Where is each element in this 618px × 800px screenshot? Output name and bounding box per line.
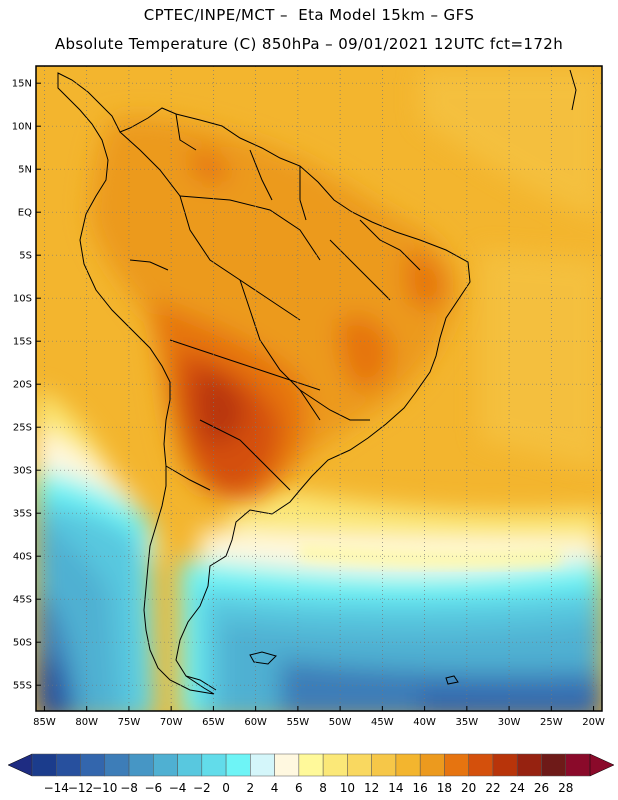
colorbar-label: 28 (558, 781, 573, 795)
lat-tick-label: 50S (13, 638, 32, 649)
lon-tick-label: 25W (540, 717, 563, 728)
lat-tick-label: 35S (13, 509, 32, 520)
colorbar-label: −2 (193, 781, 211, 795)
title-line-2: Absolute Temperature (C) 850hPa – 09/01/… (54, 35, 564, 53)
colorbar-label: 24 (510, 781, 525, 795)
colorbar-swatch (541, 753, 566, 777)
colorbar-swatch (516, 753, 542, 777)
colorbar-label: 14 (388, 781, 403, 795)
colorbar-swatch (298, 753, 324, 777)
lon-tick-label: 70W (160, 717, 183, 728)
colorbar-label: −10 (92, 781, 117, 795)
lon-tick-label: 60W (244, 717, 267, 728)
colorbar-label: −8 (120, 781, 138, 795)
temperature-field (36, 66, 602, 711)
lon-tick-label: 40W (413, 717, 436, 728)
lon-tick-label: 45W (371, 717, 394, 728)
latitude-axis: 15N 10N 5N EQ 5S 10S 15S 20S 25S 30S 35S 40S 45S 50S 5… (12, 79, 41, 692)
lat-tick-label: 5N (18, 165, 32, 176)
colorbar-over-arrow (589, 753, 615, 777)
lon-tick-label: 30W (498, 717, 521, 728)
lat-tick-label: 10N (12, 122, 32, 133)
colorbar-swatch (56, 753, 81, 777)
colorbar-swatch (80, 753, 106, 777)
lat-tick-label: 45S (13, 595, 32, 606)
colorbar-swatch (201, 753, 227, 777)
colorbar-label: 10 (340, 781, 355, 795)
colorbar-label: 8 (319, 781, 327, 795)
colorbar-label: 2 (247, 781, 255, 795)
colorbar-label: 16 (413, 781, 428, 795)
colorbar-label: 12 (364, 781, 379, 795)
lat-tick-label: EQ (18, 208, 32, 219)
colorbar-swatch (492, 753, 518, 777)
colorbar-swatch (250, 753, 275, 777)
colorbar-label: −14 (44, 781, 69, 795)
colorbar-swatch (395, 753, 421, 777)
colorbar-swatch (153, 753, 178, 777)
colorbar-swatch (104, 753, 130, 777)
colorbar-swatch (468, 753, 494, 777)
colorbar-label: −6 (144, 781, 162, 795)
colorbar-swatch (31, 753, 57, 777)
map-frame (35, 65, 603, 712)
colorbar-label: −12 (68, 781, 93, 795)
lon-tick-label: 65W (202, 717, 225, 728)
colorbar-label: 20 (461, 781, 476, 795)
colorbar-swatch (565, 753, 591, 777)
colorbar-swatch (225, 753, 251, 777)
colorbar-swatch (322, 753, 348, 777)
colorbar-swatch (347, 753, 372, 777)
lat-tick-label: 5S (19, 251, 32, 262)
lat-tick-label: 10S (13, 294, 32, 305)
colorbar-label: 18 (437, 781, 452, 795)
lat-tick-label: 25S (13, 423, 32, 434)
colorbar-swatch (371, 753, 397, 777)
colorbar-label: 26 (534, 781, 549, 795)
colorbar: −14−12−10 −8 −6 −4 −2 0 2 4 6 8 10 12 14 16 18 20 22 24 26… (7, 753, 615, 795)
lat-tick-label: 40S (13, 552, 32, 563)
colorbar-swatch (444, 753, 469, 777)
colorbar-swatch (274, 753, 300, 777)
colorbar-label: 4 (271, 781, 279, 795)
colorbar-swatch (177, 753, 203, 777)
longitude-axis: 85W 80W 75W 70W 65W 60W 55W 50W 45W 40W 35W 30W 25W 2… (33, 706, 605, 728)
lat-tick-label: 30S (13, 466, 32, 477)
colorbar-label: 6 (295, 781, 303, 795)
colorbar-swatch (419, 753, 445, 777)
lon-tick-label: 20W (582, 717, 605, 728)
lon-tick-label: 80W (75, 717, 98, 728)
colorbar-label: 22 (485, 781, 500, 795)
lon-tick-label: 55W (287, 717, 310, 728)
colorbar-label: −4 (169, 781, 187, 795)
lat-tick-label: 55S (13, 681, 32, 692)
lon-tick-label: 35W (456, 717, 479, 728)
lat-tick-label: 15N (12, 79, 32, 90)
lat-tick-label: 20S (13, 380, 32, 391)
lon-tick-label: 85W (33, 717, 56, 728)
colorbar-swatch (128, 753, 154, 777)
colorbar-label: 0 (222, 781, 230, 795)
lat-tick-label: 15S (13, 337, 32, 348)
colorbar-under-arrow (7, 753, 33, 777)
title-line-1: CPTEC/INPE/MCT – Eta Model 15km – GFS (143, 6, 475, 24)
lon-tick-label: 50W (329, 717, 352, 728)
lon-tick-label: 75W (118, 717, 141, 728)
